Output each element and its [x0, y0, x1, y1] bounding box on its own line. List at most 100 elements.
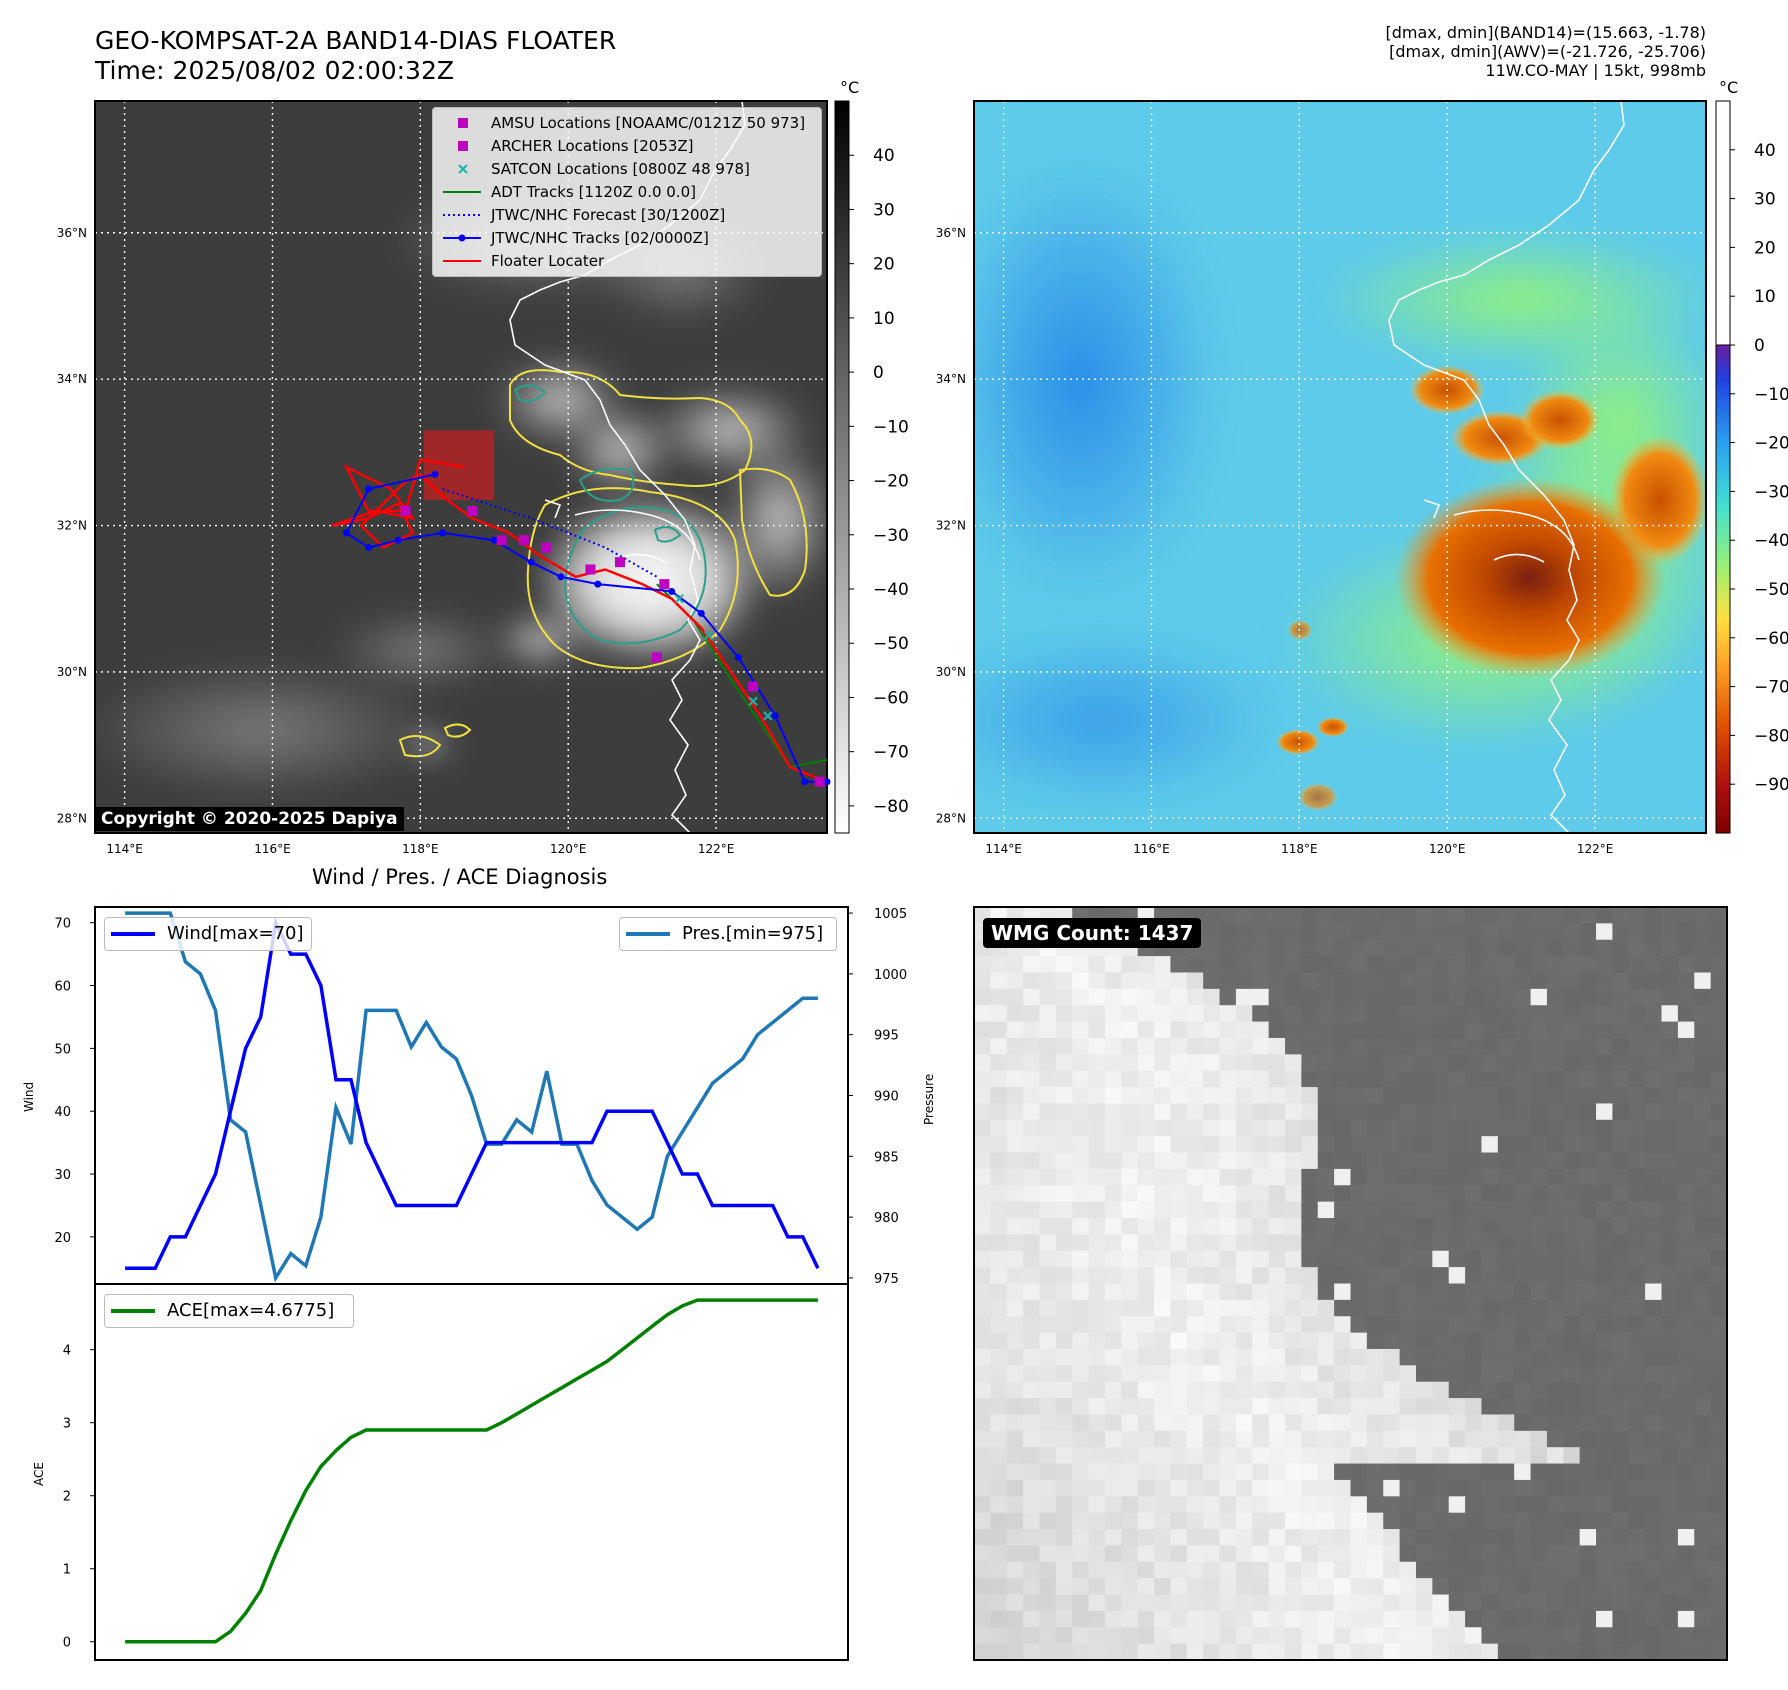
wmg-pixel — [1694, 1316, 1712, 1334]
pressure-tick-label: 990 — [874, 1090, 899, 1105]
wmg-pixel — [1383, 1381, 1401, 1399]
wmg-pixel — [1415, 1447, 1433, 1465]
wmg-pixel — [1219, 1561, 1237, 1579]
wmg-pixel — [1137, 1398, 1155, 1416]
wmg-pixel — [1301, 1299, 1319, 1317]
wmg-pixel — [1186, 1218, 1204, 1235]
wmg-pixel — [1448, 1136, 1466, 1154]
wmg-pixel — [1350, 1463, 1368, 1481]
wmg-pixel — [1677, 1152, 1695, 1170]
wmg-pixel — [1121, 1267, 1139, 1285]
wmg-pixel — [1710, 1168, 1727, 1186]
wmg-pixel — [1399, 1447, 1417, 1465]
wmg-pixel — [1006, 1365, 1024, 1383]
wmg-pixel — [1268, 972, 1286, 990]
wmg-pixel — [1317, 1529, 1335, 1547]
wmg-pixel — [1465, 1283, 1483, 1301]
wmg-pixel — [1514, 907, 1532, 924]
wmg-pixel — [1350, 1479, 1368, 1497]
wmg-pixel — [1039, 1201, 1057, 1219]
wmg-pixel — [1072, 1479, 1090, 1497]
wmg-pixel — [1628, 956, 1646, 974]
wmg-pixel — [1268, 1119, 1286, 1137]
wmg-pixel — [1317, 1414, 1335, 1432]
jtwc-track-point — [734, 653, 742, 661]
wmg-pixel — [1039, 1267, 1057, 1285]
wmg-pixel — [1366, 1136, 1384, 1154]
wmg-pixel — [1268, 1087, 1286, 1105]
wmg-pixel — [1285, 1267, 1302, 1285]
wmg-pixel — [1055, 1201, 1073, 1219]
wmg-pixel — [1677, 1218, 1695, 1235]
wmg-pixel — [1317, 939, 1335, 957]
wmg-pixel — [1088, 1103, 1106, 1121]
wmg-pixel — [1186, 1332, 1204, 1350]
wmg-pixel — [1154, 1054, 1172, 1072]
wmg-pixel — [1088, 956, 1106, 974]
wmg-pixel — [1448, 1070, 1466, 1088]
wmg-pixel — [1317, 1479, 1335, 1497]
wmg-pixel — [1710, 1218, 1727, 1235]
wmg-pixel — [1350, 1529, 1368, 1547]
wmg-pixel — [1448, 1234, 1466, 1252]
wmg-pixel — [1432, 923, 1450, 941]
wmg-pixel — [1563, 1365, 1581, 1383]
wmg-pixel — [1481, 1185, 1499, 1203]
wmg-pixel — [1252, 1136, 1270, 1154]
wmg-pixel — [1399, 1545, 1417, 1563]
lat-tick-label: 34°N — [936, 372, 966, 386]
wmg-pixel — [1154, 1594, 1172, 1612]
wmg-pixel — [1677, 1185, 1695, 1203]
wmg-pixel — [1268, 1643, 1286, 1660]
wmg-pixel — [1612, 1496, 1630, 1514]
wmg-pixel — [1497, 923, 1515, 941]
wmg-pixel — [1334, 1594, 1352, 1612]
wmg-pixel — [1023, 1021, 1041, 1039]
wmg-pixel — [1154, 1103, 1172, 1121]
wmg-pixel — [1497, 1119, 1515, 1137]
jtwc-track-point — [490, 536, 498, 544]
wmg-pixel — [1104, 1005, 1122, 1023]
wmg-pixel — [1677, 1005, 1695, 1023]
wmg-pixel — [1399, 1218, 1417, 1235]
wmg-pixel — [974, 1348, 991, 1366]
wmg-pixel — [1661, 988, 1679, 1006]
wmg-pixel — [1563, 1185, 1581, 1203]
wmg-pixel — [1301, 1168, 1319, 1186]
colorbar-tick-label: 40 — [873, 146, 895, 166]
wmg-pixel — [1121, 1250, 1139, 1268]
wmg-pixel — [1219, 1267, 1237, 1285]
wmg-pixel — [974, 1512, 991, 1530]
wmg-pixel — [1039, 1496, 1057, 1514]
wmg-pixel — [1432, 1348, 1450, 1366]
wmg-pixel — [1121, 1627, 1139, 1645]
wmg-pixel — [1694, 1087, 1712, 1105]
lat-tick-label: 36°N — [936, 226, 966, 240]
wmg-pixel — [1088, 1234, 1106, 1252]
wmg-pixel — [1285, 1250, 1302, 1268]
wmg-pixel — [1334, 1021, 1352, 1039]
wmg-pixel — [1104, 1136, 1122, 1154]
wmg-pixel — [1497, 1496, 1515, 1514]
wmg-pixel — [1006, 956, 1024, 974]
wmg-pixel — [1530, 956, 1548, 974]
wmg-pixel — [1235, 1430, 1253, 1448]
wmg-pixel — [1579, 1365, 1597, 1383]
wmg-pixel — [1481, 1250, 1499, 1268]
wmg-pixel — [1170, 1037, 1188, 1055]
colorbar-tick-label: −50 — [873, 634, 909, 654]
wmg-pixel — [1710, 956, 1727, 974]
wmg-pixel — [974, 1610, 991, 1628]
wmg-pixel — [1088, 1136, 1106, 1154]
wmg-pixel — [1546, 1627, 1564, 1645]
wmg-pixel — [1285, 1152, 1302, 1170]
colorbar-tick-label: −80 — [873, 797, 909, 817]
wmg-pixel — [1383, 923, 1401, 941]
wmg-pixel — [1301, 1136, 1319, 1154]
copyright-label: Copyright © 2020-2025 Dapiya — [95, 807, 404, 831]
wmg-pixel — [1432, 1430, 1450, 1448]
wmg-pixel — [1514, 1529, 1532, 1547]
wmg-pixel — [990, 1398, 1008, 1416]
wmg-pixel — [974, 1529, 991, 1547]
wmg-pixel — [1612, 1348, 1630, 1366]
